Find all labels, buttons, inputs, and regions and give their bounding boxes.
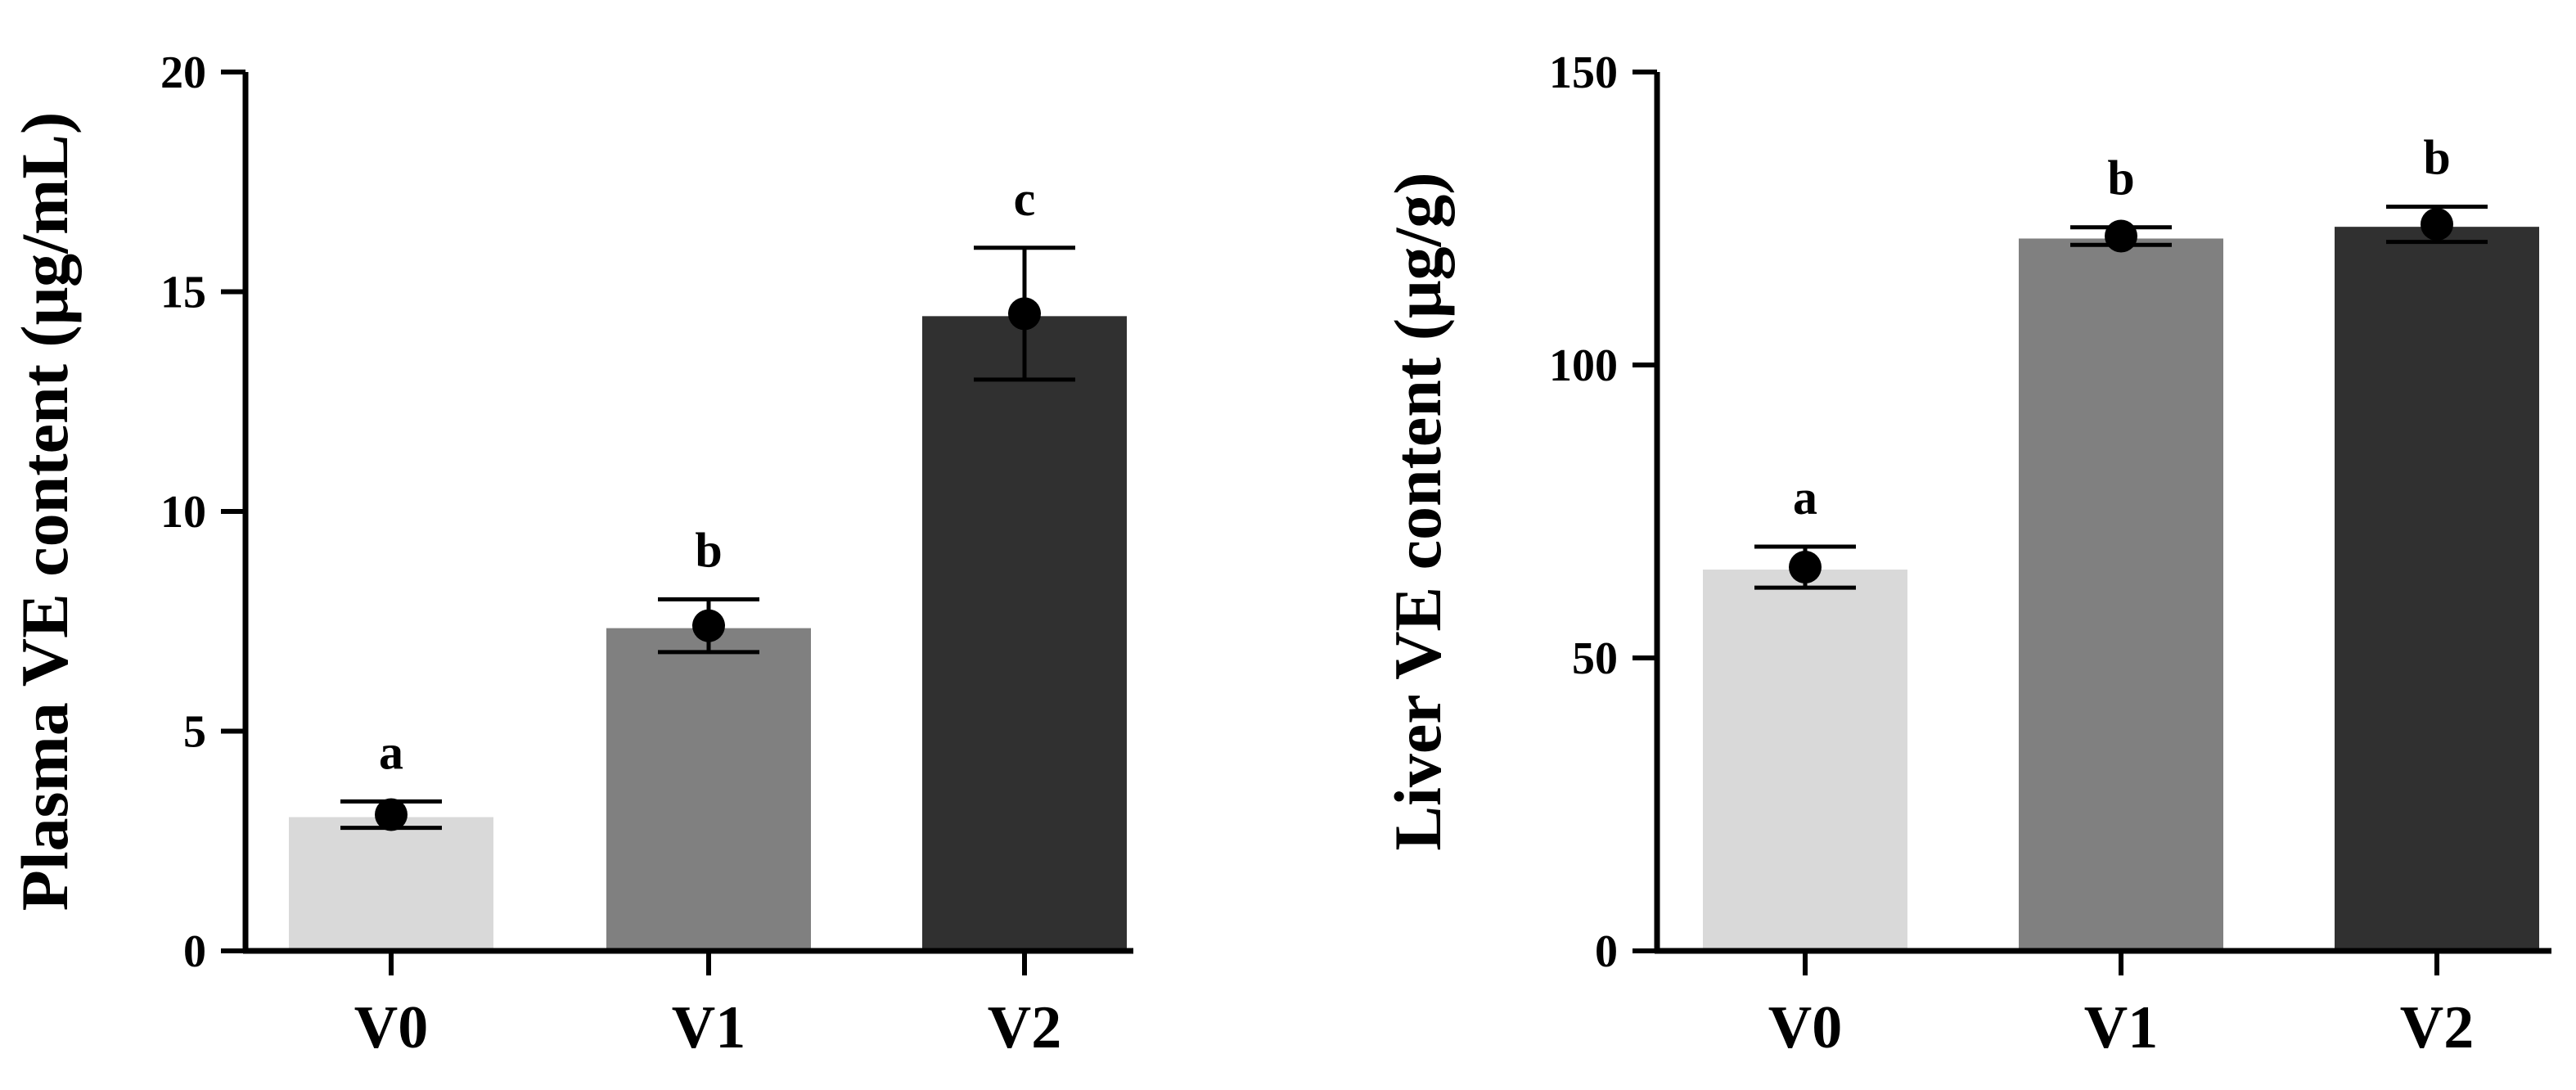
significance-label: c [1014, 172, 1036, 226]
data-point-v2 [1008, 297, 1041, 331]
data-point-v1 [2105, 219, 2137, 253]
significance-label: a [379, 725, 403, 779]
data-point-v0 [1789, 551, 1822, 584]
bar-v1 [2014, 233, 2228, 954]
bar-v2 [2330, 222, 2544, 954]
x-tick-label: V2 [2400, 994, 2474, 1061]
data-point-v1 [692, 609, 725, 642]
bar-v1 [601, 623, 816, 953]
significance-label: a [1793, 471, 1817, 525]
significance-label: b [2423, 131, 2450, 185]
y-tick-label: 50 [1572, 633, 1618, 684]
x-tick-label: V0 [1768, 994, 1842, 1061]
y-axis-title: Plasma VE content (μg/mL) [7, 112, 82, 912]
x-tick-label: V1 [2084, 994, 2158, 1061]
liver-ve-chart: a b b 0 50 100 150 V0 V1 V2 Liver VE content (μg/g… [1380, 47, 2551, 1061]
y-axis-title: Liver VE content (μg/g) [1380, 172, 1455, 850]
data-point-v2 [2421, 208, 2453, 241]
data-point-v0 [375, 798, 408, 831]
y-tick-label: 150 [1549, 47, 1618, 98]
y-tick-label: 20 [160, 47, 206, 98]
y-tick-label: 15 [160, 268, 206, 318]
y-tick-label: 100 [1549, 340, 1618, 391]
x-tick-label: V0 [354, 994, 428, 1061]
x-tick-label: V1 [672, 994, 745, 1061]
plasma-ve-chart: a b c 0 5 10 15 20 V0 V1 V2 Plasma VE content (μg/m… [7, 47, 1133, 1061]
y-tick-label: 0 [1595, 926, 1618, 977]
bar-v0 [1698, 565, 1912, 954]
y-tick-label: 5 [183, 707, 206, 758]
y-tick-label: 0 [183, 926, 206, 977]
bar-v2 [917, 311, 1132, 954]
significance-label: b [2107, 151, 2134, 205]
x-tick-label: V2 [988, 994, 1061, 1061]
bar-v0 [284, 812, 498, 954]
y-tick-label: 10 [160, 487, 206, 538]
significance-label: b [695, 523, 722, 577]
